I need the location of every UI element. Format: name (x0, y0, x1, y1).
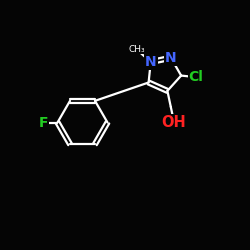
Text: F: F (39, 116, 48, 130)
Text: N: N (145, 55, 156, 69)
Text: N: N (165, 51, 177, 65)
Text: Cl: Cl (189, 70, 204, 84)
Text: CH₃: CH₃ (128, 45, 145, 54)
Text: OH: OH (161, 115, 186, 130)
